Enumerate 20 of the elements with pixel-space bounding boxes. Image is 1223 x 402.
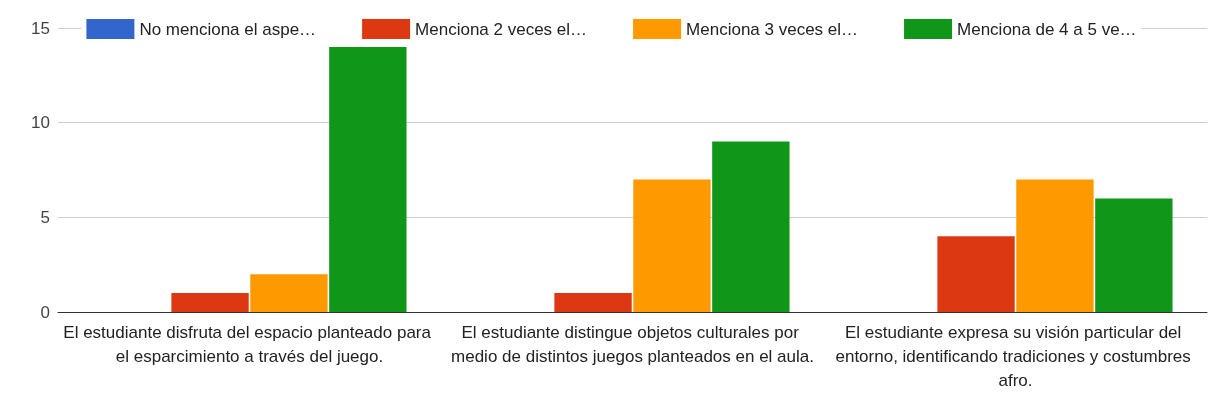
y-tick-label: 15 — [31, 18, 50, 38]
y-tick-label: 5 — [40, 207, 50, 227]
legend-label: Menciona 2 veces el… — [415, 19, 588, 39]
bar — [937, 236, 1015, 312]
x-tick-label: El estudiante distingue objetos culturales por medio de distintos juegos planteados en el aula. — [451, 322, 814, 366]
x-tick-label: El estudiante expresa su visión particular del entorno, identificando tradiciones y costumbres afro. — [835, 322, 1196, 390]
legend-label: Menciona 3 veces el… — [686, 19, 859, 39]
bar — [1095, 198, 1173, 312]
bar — [712, 141, 790, 312]
x-tick-label: El estudiante disfruta del espacio planteado para el esparcimiento a través del juego. — [63, 322, 436, 366]
bar — [171, 293, 249, 312]
legend-label: Menciona de 4 a 5 ve… — [957, 19, 1137, 39]
y-tick-label: 10 — [31, 113, 50, 133]
y-tick-label: 0 — [40, 302, 50, 322]
bar — [329, 46, 407, 312]
legend-label: No menciona el aspe… — [139, 19, 317, 39]
bar — [633, 179, 711, 312]
bar — [554, 293, 632, 312]
bar — [250, 274, 328, 312]
bar — [1016, 179, 1094, 312]
